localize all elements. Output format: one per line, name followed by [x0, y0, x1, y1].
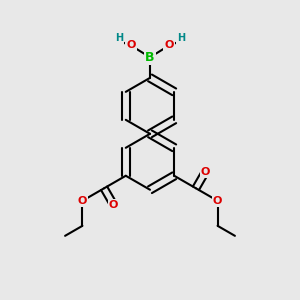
Text: H: H [115, 33, 123, 43]
Text: O: O [126, 40, 136, 50]
Text: O: O [213, 196, 222, 206]
Text: O: O [201, 167, 210, 177]
Text: B: B [145, 51, 155, 64]
Text: H: H [177, 33, 185, 43]
Text: O: O [78, 196, 87, 206]
Text: O: O [109, 200, 118, 210]
Text: O: O [164, 40, 174, 50]
